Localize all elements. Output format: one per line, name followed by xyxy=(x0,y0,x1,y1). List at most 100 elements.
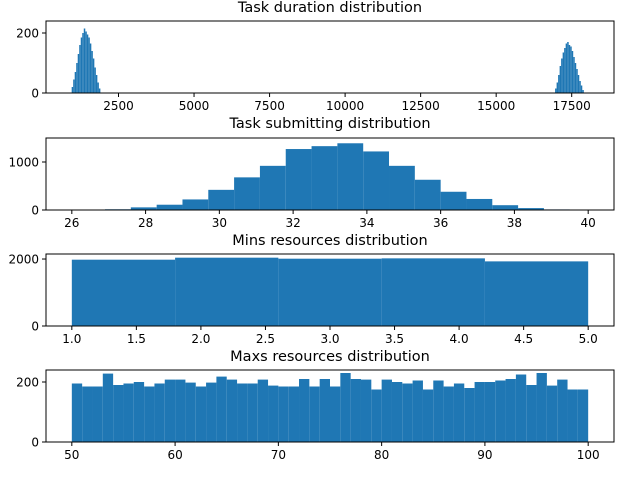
histogram-bar xyxy=(363,151,390,210)
x-tick-label: 3.5 xyxy=(385,332,404,346)
histogram-bar xyxy=(79,45,81,93)
axes-frame xyxy=(45,369,615,443)
chart-title: Maxs resources distribution xyxy=(230,349,430,365)
histogram-bar xyxy=(73,79,75,93)
histogram-bar xyxy=(259,165,286,210)
y-tick-label: 1000 xyxy=(8,156,39,170)
histogram-bar xyxy=(466,198,493,210)
histogram-bar xyxy=(175,257,279,326)
histogram-bar xyxy=(94,67,96,93)
x-tick-label: 80 xyxy=(374,448,389,462)
histogram-bar xyxy=(257,379,269,442)
histogram-bar xyxy=(71,383,83,442)
histogram-bar xyxy=(206,382,217,442)
histogram-bar xyxy=(576,69,578,93)
histogram-bar xyxy=(216,376,227,442)
chart-panel-4: 50 60 70 80 90 100 0 200 Maxs resources distribu… xyxy=(16,349,615,462)
histogram-bar xyxy=(582,90,584,93)
x-tick-label: 38 xyxy=(507,216,522,230)
y-tick-label: 200 xyxy=(16,27,39,41)
histogram-bar xyxy=(208,189,235,210)
histogram-bar xyxy=(164,379,176,442)
histogram-bar xyxy=(562,52,565,93)
x-tick-label: 1.5 xyxy=(127,332,146,346)
axes-frame xyxy=(45,20,615,94)
y-tick-label: 2000 xyxy=(8,253,39,267)
histogram-bar xyxy=(360,379,372,442)
histogram-bar xyxy=(237,383,248,442)
chart-panel-1: 2500 5000 7500 10000 12500 15000 17500 0 200 Task… xyxy=(16,0,615,113)
histogram-bar xyxy=(83,28,86,93)
histogram-bar xyxy=(95,75,98,93)
x-tick-label: 5000 xyxy=(179,99,210,113)
histogram-bar xyxy=(440,191,467,210)
x-tick-label: 100 xyxy=(577,448,600,462)
histogram-bar xyxy=(402,383,413,442)
histogram-bar xyxy=(577,75,580,93)
histogram-bar xyxy=(371,389,382,442)
histogram-bar xyxy=(234,177,260,210)
histogram-bar xyxy=(568,45,571,93)
y-tick-label: 0 xyxy=(31,320,39,334)
histogram-bar xyxy=(71,87,74,93)
histogram-bar xyxy=(474,382,485,442)
histogram-bar xyxy=(89,43,92,93)
histogram-bar xyxy=(82,386,93,442)
histogram-bar xyxy=(495,380,506,442)
histogram-bar xyxy=(278,386,289,442)
histogram-bar xyxy=(577,389,589,442)
histogram-bar xyxy=(558,75,560,93)
x-tick-label: 60 xyxy=(167,448,182,462)
histogram-bar xyxy=(574,63,577,93)
histogram-bar xyxy=(285,149,312,210)
histogram-bar xyxy=(536,373,547,442)
histogram-bar xyxy=(85,31,87,93)
histogram-bar xyxy=(182,199,209,210)
chart-title: Task duration distribution xyxy=(237,0,422,16)
histogram-bar xyxy=(567,42,569,93)
x-tick-label: 30 xyxy=(212,216,227,230)
histogram-bar xyxy=(88,37,90,93)
histogram-bar xyxy=(175,379,186,442)
histogram-bar xyxy=(557,379,568,442)
histogram-bar xyxy=(556,82,559,93)
histogram-bar xyxy=(337,143,364,210)
histogram-bar xyxy=(492,205,519,210)
histogram-bar xyxy=(76,63,78,93)
x-tick-label: 17500 xyxy=(553,99,591,113)
histogram-bar xyxy=(340,373,351,442)
histogram-bar xyxy=(309,386,320,442)
histogram-bar xyxy=(564,48,566,93)
y-tick-label: 0 xyxy=(31,436,39,450)
x-tick-label: 28 xyxy=(138,216,153,230)
histogram-bar xyxy=(185,382,196,442)
chart-panel-2: 26 28 30 32 34 36 38 40 0 1000 Task submitting dis… xyxy=(8,116,615,230)
histogram-bar xyxy=(443,386,454,442)
histogram-bar xyxy=(80,37,83,93)
histogram-bar xyxy=(518,208,544,210)
histogram-bar xyxy=(580,85,583,93)
histogram-bar xyxy=(82,33,84,93)
histogram-bar xyxy=(288,386,300,442)
histogram-bar xyxy=(74,72,77,93)
x-tick-label: 4.5 xyxy=(514,332,533,346)
y-tick-label: 0 xyxy=(31,204,39,218)
histogram-bar xyxy=(91,51,93,93)
x-tick-label: 2.0 xyxy=(191,332,210,346)
x-tick-label: 32 xyxy=(285,216,300,230)
histogram-bar xyxy=(422,389,434,442)
histogram-bar xyxy=(350,379,361,442)
x-tick-label: 5.0 xyxy=(579,332,598,346)
y-tick-label: 200 xyxy=(16,376,39,390)
histogram-bar xyxy=(319,379,330,442)
x-tick-label: 15000 xyxy=(477,99,515,113)
histogram-bar xyxy=(311,146,338,210)
x-tick-label: 50 xyxy=(64,448,79,462)
histogram-bar xyxy=(546,385,558,442)
x-tick-label: 2500 xyxy=(103,99,134,113)
histogram-bar xyxy=(565,43,568,93)
histogram-bar xyxy=(571,51,574,93)
histogram-bar xyxy=(433,380,444,442)
histogram-bar xyxy=(77,54,80,93)
